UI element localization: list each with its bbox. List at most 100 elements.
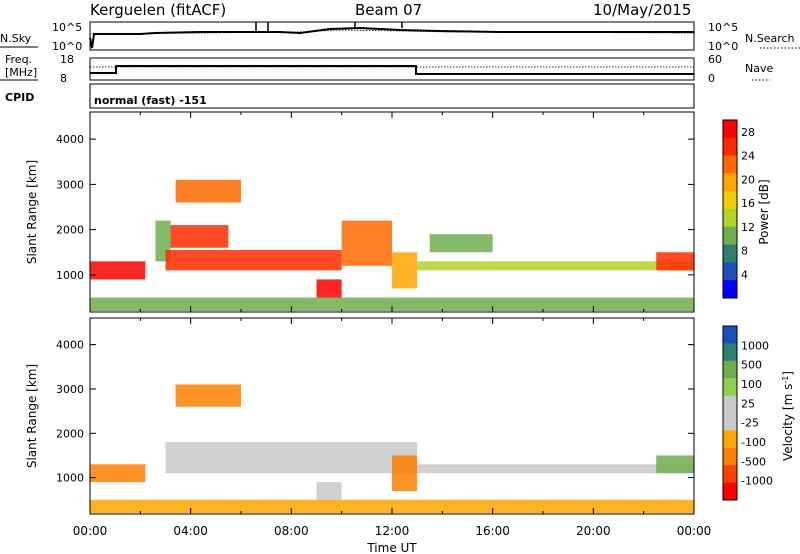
scatter-region [417, 464, 694, 474]
colorbar-tick-label: 1000 [741, 339, 769, 352]
colorbar-swatch [723, 430, 737, 449]
cpid-value: normal (fast) -151 [94, 94, 207, 107]
velocity-colorbar: 1000 500 100 25 -25 -100 -500 -1000 [722, 325, 773, 501]
freq-unit: [MHz] [5, 66, 37, 79]
nsearch-tick-top: 10^5 [708, 21, 738, 34]
scatter-region [656, 252, 694, 271]
cpid-panel-frame [89, 83, 695, 109]
colorbar-frame [722, 119, 738, 299]
colorbar-swatch [723, 482, 737, 501]
colorbar-swatch [723, 326, 737, 344]
cpid-label: CPID [5, 91, 34, 104]
scatter-region [429, 234, 493, 253]
colorbar-swatch [723, 360, 737, 379]
colorbar-swatch [723, 262, 737, 281]
colorbar-tick-label: 12 [741, 221, 755, 234]
nsky-tick-top: 10^5 [52, 21, 82, 34]
colorbar-tick-label: 4 [741, 268, 748, 281]
x-tick-label: 16:00 [475, 524, 510, 538]
freq-label: Freq. [5, 53, 32, 66]
power-y-label: Slant Range [km] [25, 160, 39, 264]
scatter-region [90, 499, 694, 514]
colorbar-swatch [723, 447, 737, 466]
scatter-region [175, 384, 241, 407]
freq-trace [90, 65, 694, 75]
velocity-heatmap [90, 384, 694, 514]
colorbar-tick-label: -100 [741, 436, 766, 449]
nsky-panel-frame [89, 21, 695, 51]
x-tick-label: 08:00 [274, 524, 309, 538]
freq-panel-frame [89, 57, 695, 81]
y-tick-label: 1000 [56, 472, 84, 485]
station-title: Kerguelen (fitACF) [90, 1, 226, 19]
scatter-region [392, 455, 418, 491]
y-tick-label: 4000 [56, 133, 84, 146]
power-heatmap [90, 179, 694, 312]
colorbar-tick-label: -25 [741, 417, 759, 430]
y-tick-label: 2000 [56, 224, 84, 237]
colorbar-swatch [723, 137, 737, 157]
nave-label: Nave [745, 62, 773, 75]
nsearch-trace [89, 29, 695, 35]
colorbar-swatch [723, 244, 737, 263]
colorbar-swatch [723, 465, 737, 484]
colorbar-tick-label: 28 [741, 126, 755, 139]
scatter-region [165, 250, 342, 271]
colorbar-tick-label: 24 [741, 150, 755, 163]
power-y-ticks: 1000 2000 3000 4000 [56, 112, 695, 312]
colorbar-tick-label: 500 [741, 359, 762, 372]
colorbar-tick-label: -500 [741, 455, 766, 468]
colorbar-swatch [723, 191, 737, 210]
date-title: 10/May/2015 [593, 1, 691, 19]
scatter-region [170, 225, 229, 248]
nave-tick-bottom: 0 [708, 72, 715, 85]
scatter-region [90, 261, 146, 280]
nsearch-tick-bottom: 10^0 [708, 40, 738, 53]
beam-title: Beam 07 [355, 1, 422, 19]
colorbar-swatch [723, 226, 737, 246]
scatter-region [341, 220, 392, 266]
scatter-region [165, 442, 418, 474]
colorbar-swatch [723, 395, 737, 414]
freq-tick-top: 18 [60, 53, 74, 66]
colorbar-tick-label: 16 [741, 197, 755, 210]
velocity-y-ticks: 1000 2000 3000 4000 [56, 318, 695, 514]
y-tick-label: 2000 [56, 427, 84, 440]
power-colorbar: 4 8 12 16 20 24 28 [722, 119, 755, 299]
colorbar-swatch [723, 173, 737, 192]
colorbar-frame [722, 325, 738, 501]
colorbar-tick-label: 25 [741, 397, 755, 410]
colorbar-tick-label: 8 [741, 245, 748, 258]
x-tick-label: 00:00 [677, 524, 712, 538]
colorbar-swatch [723, 120, 737, 139]
colorbar-swatch [723, 413, 737, 431]
scatter-region [90, 297, 694, 312]
scatter-region [175, 179, 241, 203]
colorbar-tick-label: -1000 [741, 475, 773, 488]
colorbar-tick-label: 100 [741, 378, 762, 391]
colorbar-swatch [723, 343, 737, 362]
y-tick-label: 3000 [56, 383, 84, 396]
colorbar-tick-label: 20 [741, 173, 755, 186]
time-x-ticks: 00:00 04:00 08:00 12:00 16:00 20:00 00:00 [73, 524, 712, 538]
nsky-tick-bottom: 10^0 [52, 40, 82, 53]
colorbar-swatch [723, 280, 737, 299]
colorbar-swatch [723, 155, 737, 174]
x-tick-label: 12:00 [375, 524, 410, 538]
scatter-region [417, 261, 694, 271]
nsky-label: N.Sky [0, 32, 32, 45]
x-axis-label: Time UT [366, 541, 417, 554]
y-tick-label: 1000 [56, 269, 84, 282]
x-tick-label: 20:00 [576, 524, 611, 538]
power-colorbar-label: Power [dB] [757, 179, 771, 244]
nave-tick-top: 60 [708, 53, 722, 66]
x-tick-label: 00:00 [73, 524, 108, 538]
y-tick-label: 3000 [56, 178, 84, 191]
velocity-colorbar-label: Velocity [m s-1] [781, 371, 795, 461]
freq-tick-bottom: 8 [60, 72, 67, 85]
colorbar-swatch [723, 209, 737, 228]
colorbar-swatch [723, 378, 737, 397]
scatter-region [656, 455, 694, 474]
x-tick-label: 04:00 [173, 524, 208, 538]
